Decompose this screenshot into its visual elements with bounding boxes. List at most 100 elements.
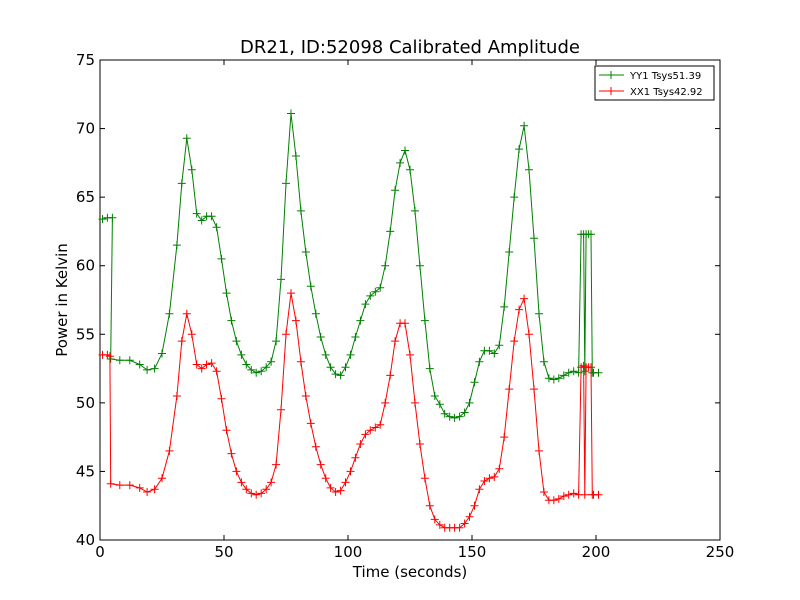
data-point	[336, 371, 345, 380]
data-point	[252, 368, 261, 377]
data-point	[406, 350, 414, 359]
data-point	[386, 227, 395, 236]
data-point	[197, 216, 206, 225]
legend: YY1 Tsys51.39 XX1 Tsys42.92	[594, 65, 715, 101]
x-tick-label: 250	[706, 543, 735, 561]
data-point	[182, 309, 191, 318]
data-point	[135, 360, 144, 369]
data-point	[115, 356, 124, 365]
y-tick-label: 60	[76, 257, 95, 275]
data-point	[267, 357, 276, 366]
data-point	[212, 223, 221, 232]
data-point	[172, 241, 181, 250]
x-tick-label: 100	[334, 543, 363, 561]
data-point	[311, 442, 320, 451]
data-point	[346, 467, 355, 476]
data-point	[301, 392, 310, 400]
y-tick-label: 65	[76, 188, 95, 206]
data-point	[406, 165, 414, 174]
data-point	[326, 483, 335, 492]
data-point	[346, 350, 355, 359]
series-line	[102, 113, 599, 419]
data-point	[470, 378, 479, 387]
data-point	[296, 357, 305, 366]
data-point	[366, 426, 375, 435]
data-point	[197, 364, 206, 373]
data-point	[554, 494, 563, 503]
data-point	[115, 481, 124, 490]
data-point	[470, 501, 479, 510]
data-point	[549, 496, 558, 505]
legend-box	[594, 65, 715, 101]
data-point	[530, 234, 538, 243]
data-point	[257, 367, 266, 376]
legend-marker	[607, 71, 615, 79]
data-point	[165, 446, 174, 455]
data-point	[217, 394, 226, 403]
data-point	[525, 165, 533, 174]
data-point	[475, 357, 484, 366]
data-point	[165, 309, 174, 318]
data-point	[525, 330, 533, 339]
data-point	[490, 349, 499, 358]
data-point	[425, 364, 434, 373]
tick-label-layer: 0 50 100 150 200 250 40 45 50 55 60 65 70 75	[76, 51, 734, 561]
data-point	[455, 412, 464, 421]
data-point	[291, 316, 300, 325]
data-point	[505, 385, 514, 394]
legend-label: XX1 Tsys42.92	[630, 87, 703, 98]
data-point	[143, 488, 152, 496]
data-point	[411, 398, 419, 407]
data-point	[580, 367, 589, 376]
data-point	[105, 352, 114, 361]
data-point	[247, 365, 256, 374]
series-line	[102, 293, 599, 529]
data-point	[158, 349, 166, 358]
data-point	[376, 283, 385, 292]
data-point	[106, 479, 115, 488]
data-point	[386, 371, 395, 380]
data-point	[411, 206, 419, 215]
data-point	[192, 209, 201, 218]
data-point	[222, 426, 231, 435]
data-point	[539, 488, 548, 496]
data-point	[430, 515, 439, 524]
data-point	[401, 146, 409, 155]
data-point	[535, 309, 543, 318]
data-point	[108, 213, 117, 222]
data-point	[376, 420, 385, 429]
data-point	[569, 367, 578, 376]
data-point	[182, 134, 191, 143]
x-axis-label: Time (seconds)	[352, 563, 468, 581]
data-point	[262, 363, 271, 372]
data-point	[272, 460, 281, 469]
data-point	[291, 152, 300, 160]
data-point	[257, 489, 266, 498]
legend-items: YY1 Tsys51.39 XX1 Tsys42.92	[599, 71, 703, 98]
data-point	[450, 413, 459, 422]
x-tick-label: 0	[95, 543, 105, 561]
data-point	[272, 337, 281, 346]
data-point	[187, 330, 196, 339]
data-point	[282, 179, 290, 188]
data-point	[356, 440, 365, 448]
data-point	[326, 363, 335, 372]
data-point	[336, 486, 345, 495]
data-point	[301, 248, 310, 256]
legend-item: XX1 Tsys42.92	[599, 87, 703, 98]
data-point	[247, 489, 256, 498]
data-point	[287, 109, 295, 118]
data-point	[554, 374, 563, 383]
data-point	[455, 523, 464, 532]
data-point	[296, 206, 305, 215]
plot-frame	[99, 59, 721, 541]
data-point	[549, 375, 558, 384]
data-point	[559, 492, 568, 501]
data-point	[371, 423, 380, 432]
data-point	[212, 367, 221, 376]
data-point	[435, 400, 444, 409]
data-point	[351, 453, 360, 462]
data-point	[420, 316, 429, 325]
legend-label: YY1 Tsys51.39	[629, 71, 701, 82]
